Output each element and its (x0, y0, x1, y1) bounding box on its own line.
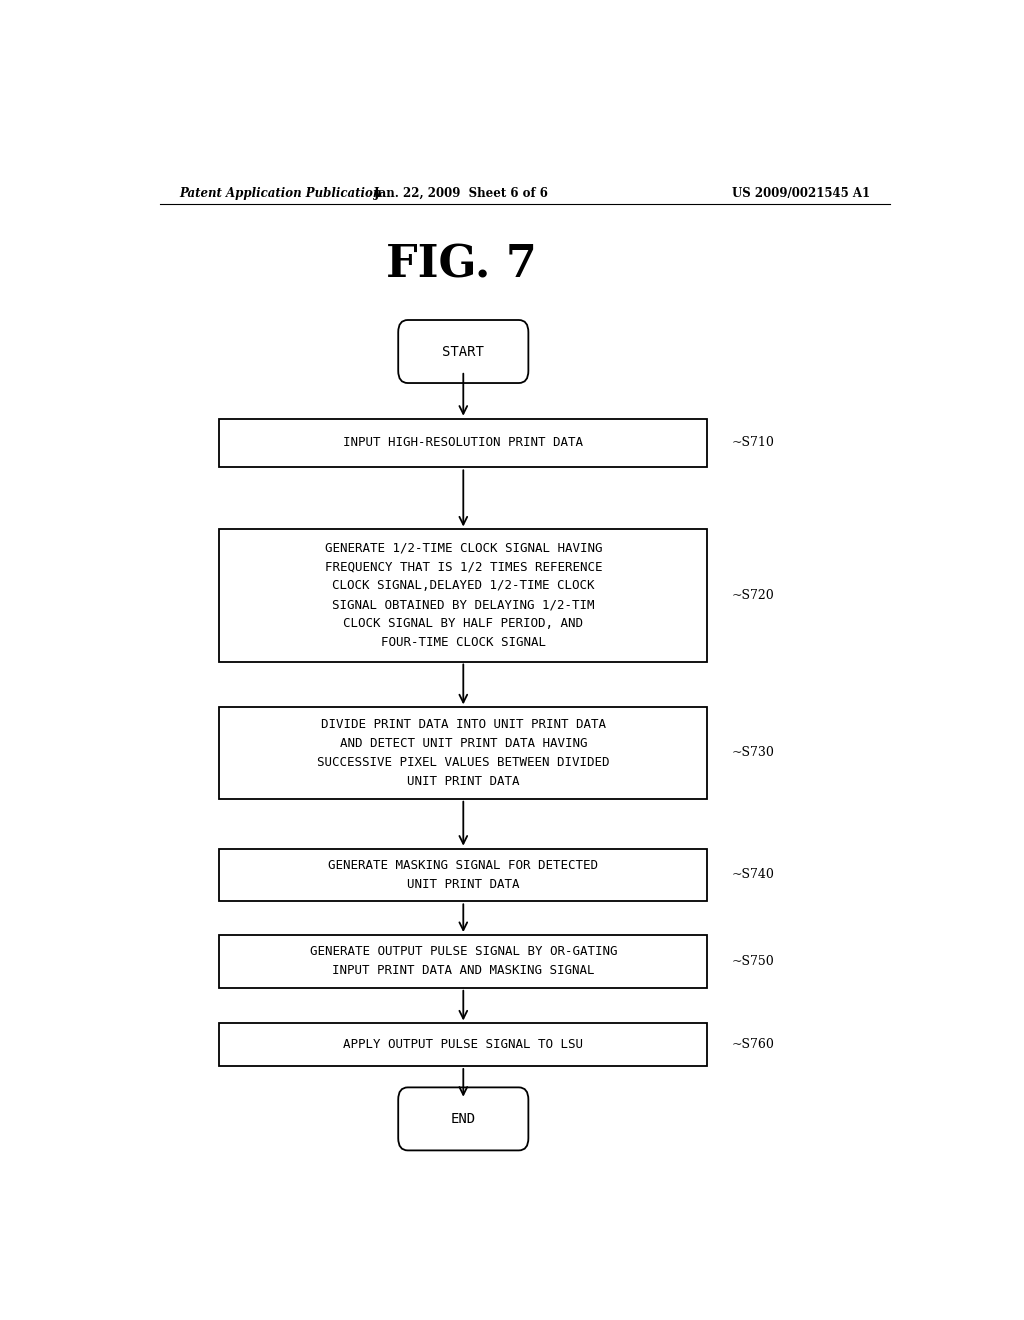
Text: FIG. 7: FIG. 7 (386, 244, 537, 286)
Text: ~S750: ~S750 (731, 954, 774, 968)
Text: US 2009/0021545 A1: US 2009/0021545 A1 (732, 187, 870, 201)
Text: Patent Application Publication: Patent Application Publication (179, 187, 382, 201)
Text: Jan. 22, 2009  Sheet 6 of 6: Jan. 22, 2009 Sheet 6 of 6 (374, 187, 549, 201)
Text: GENERATE 1/2-TIME CLOCK SIGNAL HAVING
FREQUENCY THAT IS 1/2 TIMES REFERENCE
CLOC: GENERATE 1/2-TIME CLOCK SIGNAL HAVING FR… (325, 541, 602, 649)
Bar (219, 529, 708, 661)
Text: DIVIDE PRINT DATA INTO UNIT PRINT DATA
AND DETECT UNIT PRINT DATA HAVING
SUCCESS: DIVIDE PRINT DATA INTO UNIT PRINT DATA A… (317, 718, 609, 788)
Text: START: START (442, 345, 484, 359)
Text: ~S740: ~S740 (731, 869, 774, 882)
Text: APPLY OUTPUT PULSE SIGNAL TO LSU: APPLY OUTPUT PULSE SIGNAL TO LSU (343, 1039, 584, 1051)
Text: GENERATE MASKING SIGNAL FOR DETECTED
UNIT PRINT DATA: GENERATE MASKING SIGNAL FOR DETECTED UNI… (329, 859, 598, 891)
Text: GENERATE OUTPUT PULSE SIGNAL BY OR-GATING
INPUT PRINT DATA AND MASKING SIGNAL: GENERATE OUTPUT PULSE SIGNAL BY OR-GATIN… (309, 945, 617, 977)
Text: ~S720: ~S720 (731, 589, 774, 602)
Bar (219, 935, 708, 987)
Text: INPUT HIGH-RESOLUTION PRINT DATA: INPUT HIGH-RESOLUTION PRINT DATA (343, 437, 584, 450)
Text: ~S760: ~S760 (731, 1039, 774, 1051)
Bar (219, 849, 708, 902)
Bar (219, 1023, 708, 1067)
Text: END: END (451, 1111, 476, 1126)
Bar (219, 708, 708, 799)
Text: ~S730: ~S730 (731, 747, 774, 759)
FancyBboxPatch shape (398, 319, 528, 383)
Bar (219, 418, 708, 467)
FancyBboxPatch shape (398, 1088, 528, 1151)
Text: ~S710: ~S710 (731, 437, 774, 450)
